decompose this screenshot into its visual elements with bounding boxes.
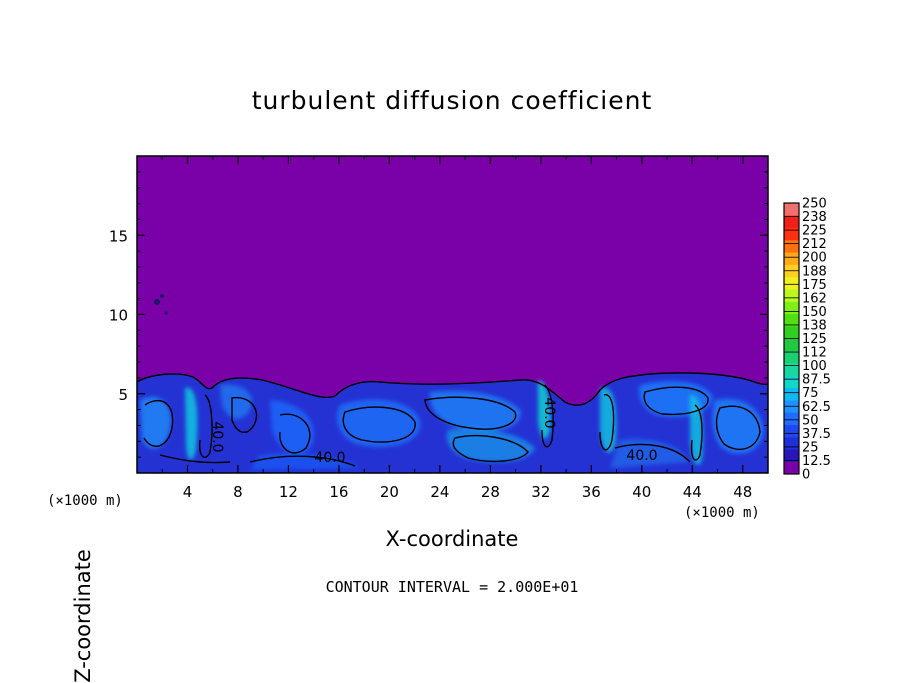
colorbar-swatch — [784, 449, 799, 462]
contour-label: 40.0 — [541, 397, 557, 428]
contour-label: 40.0 — [626, 448, 657, 464]
x-tick-label: 16 — [329, 483, 348, 501]
colorbar-label: 225 — [802, 224, 827, 239]
x-axis-ticks: 4 8 12 16 20 24 28 32 36 40 44 48 — [161, 156, 752, 501]
colorbar-label: 188 — [802, 264, 827, 279]
colorbar-label: 100 — [802, 359, 827, 374]
colorbar-label: 175 — [802, 278, 827, 293]
colorbar-swatch — [784, 252, 799, 265]
colorbar-label: 112 — [802, 346, 827, 361]
colorbar-swatch — [784, 350, 799, 364]
isolated-blob — [154, 299, 160, 305]
colorbar-label: 0 — [802, 468, 810, 483]
colorbar-swatch — [784, 424, 799, 438]
colorbar-label: 212 — [802, 237, 827, 252]
x-tick-label: 48 — [733, 483, 752, 501]
colorbar-label: 75 — [802, 386, 819, 401]
y-tick-label: 15 — [109, 227, 128, 245]
contour-label: 40.0 — [314, 450, 345, 466]
chart-title: turbulent diffusion coefficient — [251, 86, 653, 115]
colorbar-label: 162 — [802, 291, 827, 306]
colorbar-label: 250 — [802, 197, 827, 212]
contour-label: 40.0 — [209, 421, 225, 452]
colorbar-label: 138 — [802, 318, 827, 333]
y-tick-label: 5 — [118, 386, 128, 404]
colorbar-swatch — [784, 276, 799, 290]
colorbar: 012.52537.55062.57587.510011212513815016… — [783, 197, 831, 483]
x-tick-label: 12 — [279, 483, 298, 501]
colorbar-label: 12.5 — [802, 454, 831, 469]
colorbar-swatch — [784, 203, 799, 216]
colorbar-label: 62.5 — [802, 400, 831, 415]
colorbar-label: 125 — [802, 332, 827, 347]
y-axis-ticks: 5 10 15 — [109, 171, 768, 458]
colorbar-swatch — [784, 239, 799, 253]
colorbar-label: 25 — [802, 440, 819, 455]
x-unit-label-right: (×1000 m) — [684, 505, 760, 521]
x-tick-label: 40 — [632, 483, 651, 501]
colorbar-swatch — [784, 437, 799, 450]
colorbar-label: 87.5 — [802, 373, 831, 388]
colorbar-swatch — [784, 326, 799, 339]
turbulent-layer — [137, 294, 768, 473]
colorbar-label: 37.5 — [802, 427, 831, 442]
colorbar-label: 238 — [802, 210, 827, 225]
colorbar-label: 150 — [802, 305, 827, 320]
contour-interval-note: CONTOUR INTERVAL = 2.000E+01 — [325, 578, 579, 596]
isolated-blob — [164, 311, 168, 315]
colorbar-swatch — [784, 227, 799, 241]
colorbar-label: 50 — [802, 413, 819, 428]
colorbar-swatch — [784, 412, 799, 426]
contour-lines — [137, 372, 768, 467]
isolated-blob — [160, 294, 164, 298]
x-unit-label-left: (×1000 m) — [47, 493, 123, 509]
x-tick-label: 4 — [183, 483, 193, 501]
colorbar-swatch — [784, 338, 799, 352]
heatmap-plot: 40.0 40.040.040.0 4 8 12 16 20 24 28 32 36 40 44 48 … — [109, 155, 831, 501]
x-tick-label: 44 — [683, 483, 702, 501]
colorbar-swatch — [784, 289, 799, 302]
contour-labels: 40.0 40.0 40.0 40.0 — [209, 397, 658, 466]
colorbar-swatch — [784, 215, 799, 228]
colorbar-label: 200 — [802, 251, 827, 266]
colorbar-swatch — [784, 387, 799, 401]
x-axis-label: X-coordinate — [385, 527, 519, 551]
colorbar-swatch — [784, 461, 799, 475]
colorbar-swatch — [784, 313, 799, 327]
x-tick-label: 20 — [380, 483, 399, 501]
y-tick-label: 10 — [109, 307, 128, 325]
x-tick-label: 8 — [233, 483, 243, 501]
x-tick-label: 28 — [481, 483, 500, 501]
colorbar-swatch — [784, 363, 799, 376]
colorbar-swatch — [784, 375, 799, 389]
colorbar-swatch — [784, 301, 799, 315]
x-tick-label: 32 — [531, 483, 550, 501]
x-tick-label: 36 — [582, 483, 601, 501]
x-tick-label: 24 — [430, 483, 449, 501]
